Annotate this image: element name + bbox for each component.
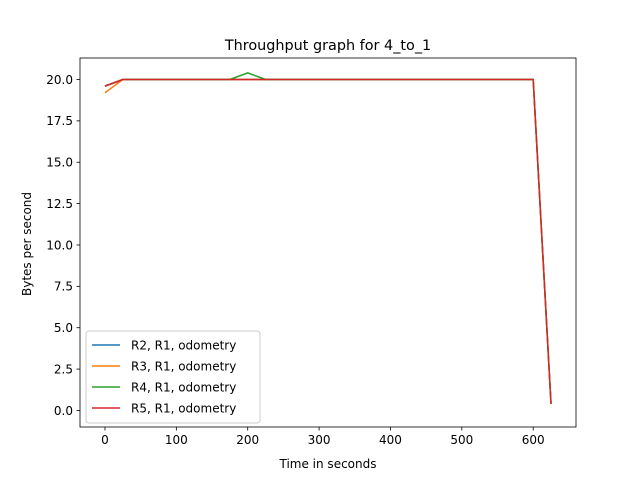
x-tick-label: 100 [165,433,188,447]
chart-title: Throughput graph for 4_to_1 [224,38,431,54]
legend-label: R3, R1, odometry [131,359,236,373]
x-tick-label: 400 [379,433,402,447]
legend-label: R4, R1, odometry [131,380,236,394]
y-tick-label: 5.0 [54,321,73,335]
x-axis-label: Time in seconds [279,457,377,471]
series-line-4 [104,78,552,404]
x-tick-label: 600 [522,433,545,447]
legend-box [85,330,261,424]
axes-layer: 0 100 200 300 400 500 600 0.0 2.5 5.0 7.5 10.0 12.5 1… [46,57,577,447]
x-tick-label: 300 [308,433,331,447]
x-tick-label: 0 [101,433,109,447]
y-axis-label: Bytes per second [20,192,34,296]
series-layer [104,72,552,404]
legend-label: R2, R1, odometry [131,338,236,352]
y-tick-label: 2.5 [54,362,73,376]
legend-label: R5, R1, odometry [131,401,236,415]
y-tick-label: 10.0 [46,238,73,252]
y-tick-label: 12.5 [46,197,73,211]
y-tick-label: 7.5 [54,280,73,294]
legend: R2, R1, odometry R3, R1, odometry R4, R1, … [85,330,261,424]
x-tick-label: 200 [236,433,259,447]
y-tick-label: 20.0 [46,73,73,87]
plot-frame [79,57,577,428]
y-tick-label: 17.5 [46,114,73,128]
y-tick-label: 15.0 [46,156,73,170]
y-tick-label: 0.0 [54,404,73,418]
x-tick-label: 500 [450,433,473,447]
